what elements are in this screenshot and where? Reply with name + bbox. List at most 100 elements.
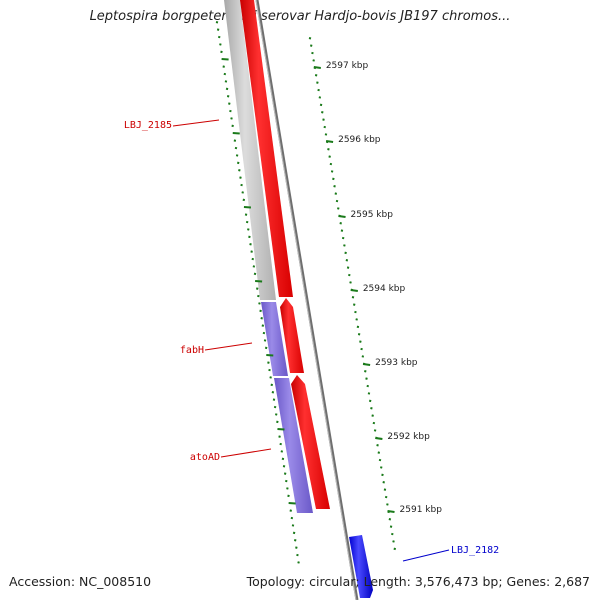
gene-label[interactable]: LBJ_2185 (124, 120, 172, 131)
gene-fabh-reverse[interactable] (261, 302, 288, 376)
inner-ruler-tick (271, 391, 275, 394)
inner-ruler-tick (249, 243, 252, 246)
outer-ruler-tick (372, 421, 376, 425)
ruler-tick-label: 2591 kbp (400, 505, 443, 515)
inner-ruler-tick (293, 539, 297, 542)
inner-ruler-tick (223, 72, 227, 76)
inner-ruler-tick (276, 420, 279, 424)
inner-ruler-tick (234, 146, 238, 150)
gene-lbj2182[interactable] (349, 535, 373, 598)
inner-ruler-tick (244, 213, 248, 216)
inner-ruler-tick (290, 516, 294, 520)
inner-ruler-tick (269, 376, 272, 379)
ruler-tick-label: 2596 kbp (338, 135, 381, 145)
outer-ruler-tick (356, 325, 360, 329)
outer-ruler-tick (389, 525, 393, 528)
tick-layer: 2597 kbp 2596 kbp 2595 kbp 2594 kbp 2593 kbp… (215, 21, 443, 564)
inner-ruler-tick (235, 154, 239, 157)
gene-label-leader (172, 119, 220, 127)
gene-label[interactable]: atoAD (190, 452, 220, 463)
outer-ruler-tick (343, 244, 346, 247)
outer-ruler-tick (341, 236, 345, 240)
inner-ruler-tick (242, 198, 246, 202)
outer-ruler-tick (330, 170, 334, 173)
gene-fabh-forward[interactable] (280, 298, 304, 373)
outer-ruler-tick (367, 392, 371, 395)
outer-ruler-tick (392, 540, 395, 543)
inner-ruler-tick (233, 139, 237, 142)
inner-ruler-tick (289, 509, 292, 512)
outer-ruler-tick (391, 532, 394, 536)
inner-ruler-tick (240, 183, 243, 187)
inner-ruler-tick (245, 220, 249, 224)
inner-ruler-tick (217, 35, 221, 39)
gene-label-leader (204, 342, 253, 351)
outer-ruler-tick (386, 503, 389, 506)
inner-ruler-tick (264, 346, 268, 350)
outer-ruler-tick (361, 355, 365, 358)
gene-atoad-forward[interactable] (291, 375, 330, 509)
gene-label[interactable]: LBJ_2182 (451, 545, 499, 556)
outer-ruler-tick (348, 273, 351, 277)
gene-atoad-reverse[interactable] (274, 378, 313, 513)
outer-ruler-tick (345, 259, 349, 262)
inner-ruler-tick (215, 21, 219, 24)
gene-lbj2185-other-strand[interactable] (224, 0, 276, 300)
inner-ruler-tick (288, 502, 296, 505)
inner-ruler-tick (287, 494, 290, 498)
outer-ruler-tick (318, 96, 322, 99)
ruler-tick-label: 2597 kbp (326, 61, 369, 71)
outer-ruler-tick (308, 37, 312, 40)
inner-ruler-tick (285, 479, 288, 483)
inner-ruler-tick (239, 176, 242, 179)
outer-ruler-tick (317, 88, 320, 92)
outer-ruler-tick (349, 281, 352, 284)
major-ruler-tick (338, 215, 346, 218)
major-ruler-tick (325, 140, 334, 143)
inner-ruler-tick (224, 80, 228, 83)
outer-ruler-tick (319, 103, 323, 107)
outer-ruler-tick (377, 451, 381, 454)
inner-ruler-tick (255, 280, 263, 283)
major-ruler-tick (313, 66, 321, 69)
inner-ruler-tick (270, 383, 273, 387)
outer-ruler-tick (309, 44, 313, 47)
inner-ruler-tick (258, 302, 261, 305)
outer-ruler-tick (382, 481, 385, 484)
inner-ruler-tick (255, 287, 259, 290)
sequence-backbone (255, 0, 359, 600)
inner-ruler-tick (281, 457, 285, 461)
inner-ruler-tick (228, 102, 231, 105)
inner-ruler-tick (257, 294, 260, 298)
gene-label[interactable]: fabH (180, 345, 204, 356)
outer-ruler-tick (311, 51, 314, 55)
inner-ruler-tick (226, 95, 230, 98)
outer-ruler-tick (368, 399, 372, 403)
inner-ruler-tick (272, 398, 276, 401)
inner-ruler-tick (291, 524, 295, 527)
inner-ruler-tick (296, 553, 299, 557)
major-ruler-tick (375, 437, 383, 440)
outer-ruler-tick (378, 458, 382, 462)
outer-ruler-tick (335, 199, 339, 203)
outer-ruler-tick (321, 111, 324, 114)
outer-ruler-tick (323, 125, 326, 129)
outer-ruler-tick (354, 310, 357, 314)
outer-ruler-tick (333, 185, 336, 188)
inner-ruler-tick (252, 265, 256, 268)
outer-ruler-tick (376, 444, 379, 447)
outer-ruler-tick (337, 207, 340, 210)
inner-ruler-tick (279, 442, 282, 446)
map-title: Leptospira borgpetersenii serovar Hardjo… (89, 9, 511, 24)
outer-ruler-tick (370, 407, 373, 410)
inner-ruler-tick (273, 405, 277, 409)
inner-ruler-tick (259, 309, 262, 313)
inner-ruler-tick (266, 354, 274, 357)
outer-ruler-tick (322, 118, 325, 121)
outer-ruler-tick (360, 347, 363, 351)
inner-ruler-tick (280, 450, 284, 453)
ruler-tick-label: 2594 kbp (363, 284, 406, 294)
gene-lbj2185-forward[interactable] (240, 0, 293, 297)
outer-ruler-tick (359, 340, 362, 343)
